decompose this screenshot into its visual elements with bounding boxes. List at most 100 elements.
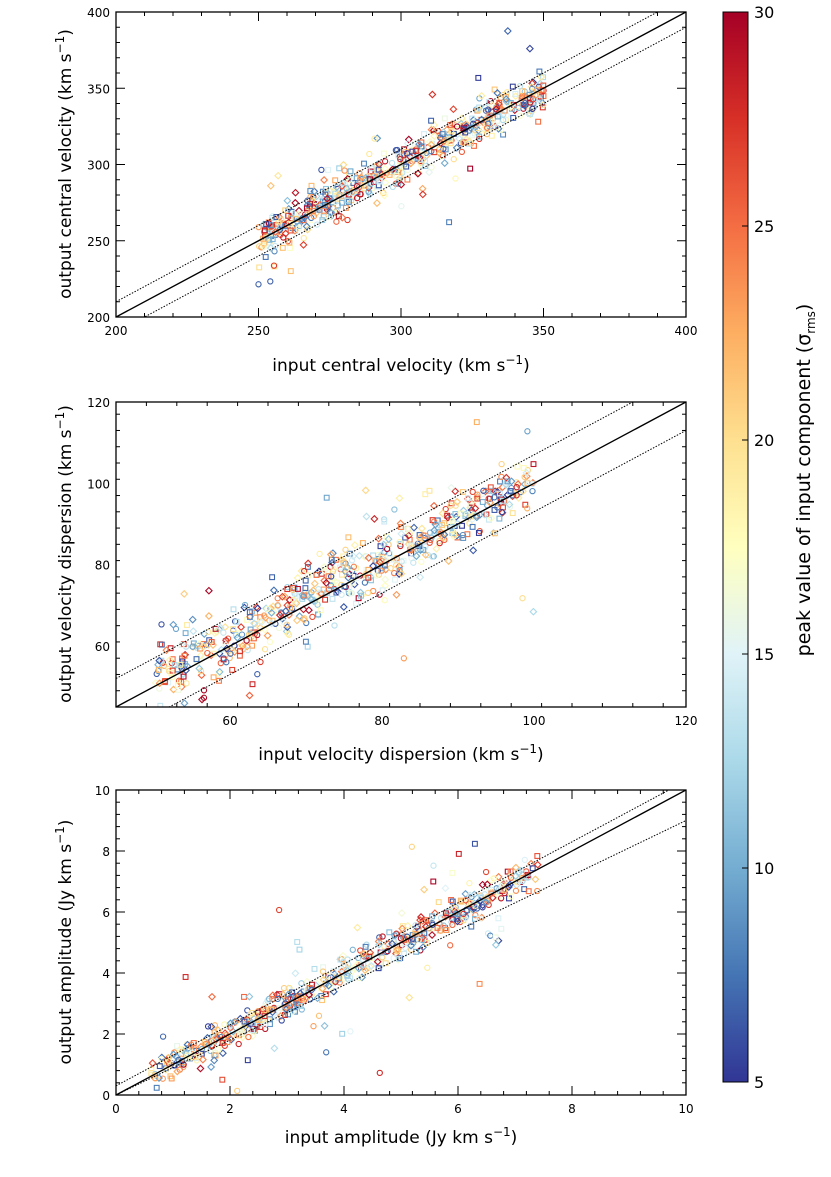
data-point — [168, 1075, 175, 1082]
data-point — [301, 592, 308, 599]
data-point — [481, 487, 490, 496]
data-point — [166, 1103, 171, 1108]
data-point — [512, 90, 519, 97]
data-point — [370, 514, 379, 523]
data-point — [353, 182, 362, 191]
data-point — [207, 1022, 216, 1031]
data-point — [257, 658, 264, 666]
data-point — [339, 571, 345, 578]
data-point — [454, 534, 461, 541]
data-point — [320, 176, 329, 184]
data-point — [404, 135, 413, 144]
data-point — [247, 626, 254, 633]
data-point — [353, 194, 361, 202]
x-tick-label: 300 — [390, 324, 413, 338]
data-point — [348, 589, 355, 597]
data-point — [368, 185, 375, 191]
data-point — [417, 913, 425, 921]
data-point — [304, 606, 313, 615]
data-point — [199, 642, 208, 651]
data-point — [226, 654, 233, 662]
data-point — [180, 589, 189, 598]
data-point — [386, 929, 393, 936]
data-point — [349, 946, 356, 953]
data-point — [461, 889, 470, 898]
data-point — [481, 898, 490, 907]
data-point — [434, 924, 441, 931]
data-point — [255, 281, 262, 288]
data-point — [319, 217, 326, 224]
data-point — [266, 181, 275, 190]
data-point — [524, 428, 531, 435]
data-point — [169, 656, 176, 663]
data-point — [416, 532, 423, 538]
data-point — [309, 586, 318, 595]
ticks-central-velocity: 200 250 300 350 400 200 250 300 350 400 — [87, 6, 697, 338]
data-point — [358, 973, 366, 982]
data-point — [479, 499, 486, 505]
data-point — [483, 130, 491, 138]
colorbar-tick-label: 30 — [754, 3, 774, 22]
colorbar-tick-label: 20 — [754, 431, 774, 450]
data-point — [533, 860, 542, 869]
data-point — [397, 524, 404, 530]
data-point — [331, 577, 340, 586]
data-point — [220, 629, 227, 636]
data-point — [440, 159, 449, 168]
data-point — [422, 491, 429, 498]
data-point — [282, 220, 290, 229]
data-point — [450, 156, 457, 163]
data-point — [375, 182, 382, 189]
axes-frame-amplitude — [115, 789, 687, 1096]
data-point — [529, 487, 536, 495]
data-point — [421, 550, 430, 559]
data-point — [486, 498, 495, 507]
data-point — [480, 487, 487, 494]
data-point — [260, 243, 267, 250]
data-point — [381, 518, 388, 525]
data-point — [374, 534, 383, 543]
data-point — [507, 477, 516, 486]
data-point — [521, 99, 529, 107]
data-point — [491, 530, 498, 537]
data-point — [248, 1009, 255, 1016]
y-tick-label: 120 — [87, 396, 110, 410]
data-point — [267, 608, 276, 617]
data-point — [157, 702, 164, 707]
data-point — [205, 628, 212, 636]
data-point — [284, 586, 291, 593]
data-point — [169, 673, 176, 681]
data-point — [465, 137, 474, 146]
data-point — [509, 510, 516, 517]
data-point — [204, 649, 211, 657]
data-point — [396, 173, 405, 182]
data-point — [326, 208, 335, 217]
data-point — [216, 677, 222, 684]
data-point — [244, 646, 251, 654]
data-point — [323, 1049, 330, 1056]
data-point — [378, 567, 385, 574]
data-point — [477, 115, 486, 124]
data-point — [198, 695, 206, 704]
data-point — [177, 661, 184, 668]
data-point — [283, 997, 290, 1004]
data-point — [347, 168, 354, 175]
data-point — [177, 682, 186, 691]
y-tick-label: 6 — [102, 906, 110, 920]
data-point — [418, 190, 427, 199]
data-point — [472, 513, 481, 522]
data-point — [376, 591, 383, 598]
data-point — [469, 132, 476, 139]
data-point — [393, 945, 402, 954]
data-point — [278, 216, 285, 223]
data-point — [397, 542, 404, 550]
data-point — [401, 950, 408, 957]
data-point — [227, 650, 234, 657]
data-point — [361, 579, 369, 586]
data-point — [399, 923, 406, 930]
data-point — [229, 666, 236, 673]
xaxis-label-amplitude: input amplitude (Jy km s−1) — [285, 1125, 518, 1148]
data-point — [476, 104, 483, 111]
data-point — [393, 173, 400, 179]
data-point — [358, 592, 364, 599]
